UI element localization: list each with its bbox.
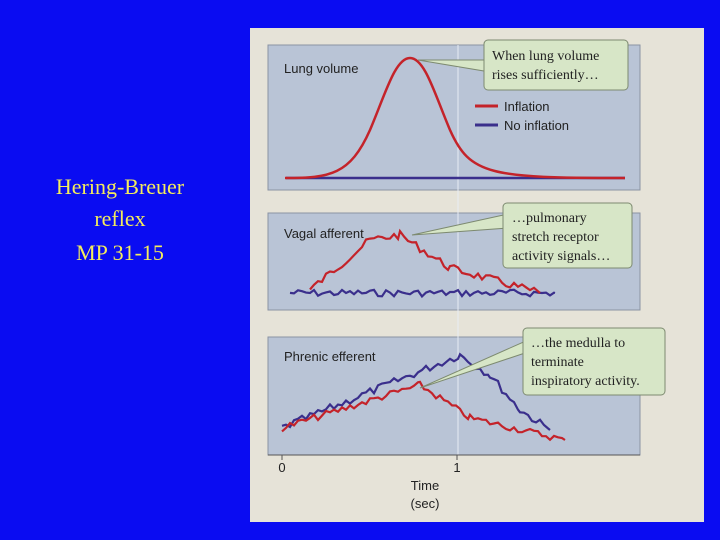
inflation-trace <box>309 228 541 294</box>
callout-text: inspiratory activity. <box>531 374 640 389</box>
callout-text: rises sufficiently… <box>492 68 599 83</box>
axis-label: Time <box>411 478 439 493</box>
slide-title: MP 31-15 <box>76 240 164 265</box>
panel-label: Phrenic efferent <box>284 349 376 364</box>
inflation-trace <box>281 380 566 442</box>
no-inflation-trace <box>281 352 551 431</box>
panel-label: Lung volume <box>284 61 358 76</box>
slide-title: reflex <box>94 206 145 231</box>
inflation-curve <box>284 56 626 180</box>
time-tick-label: 0 <box>278 460 285 475</box>
axis-label: (sec) <box>411 496 440 511</box>
figure: Lung volume Vagal afferent Phrenic effer… <box>250 28 704 522</box>
panel-label: Vagal afferent <box>284 226 364 241</box>
no-inflation-trace <box>289 288 556 299</box>
callout-text: When lung volume <box>492 49 599 64</box>
callout <box>502 202 633 269</box>
callout <box>483 39 629 91</box>
callout-text: activity signals… <box>512 249 610 264</box>
slide-title: Hering-Breuer <box>56 174 185 199</box>
legend-label: No inflation <box>504 118 569 133</box>
callout-text: …the medulla to <box>531 336 625 351</box>
legend-label: Inflation <box>504 99 550 114</box>
callout-text: stretch receptor <box>512 230 599 245</box>
callout-text: …pulmonary <box>512 211 587 226</box>
time-tick-label: 1 <box>453 460 460 475</box>
callout <box>522 327 666 396</box>
callout-text: terminate <box>531 355 584 370</box>
